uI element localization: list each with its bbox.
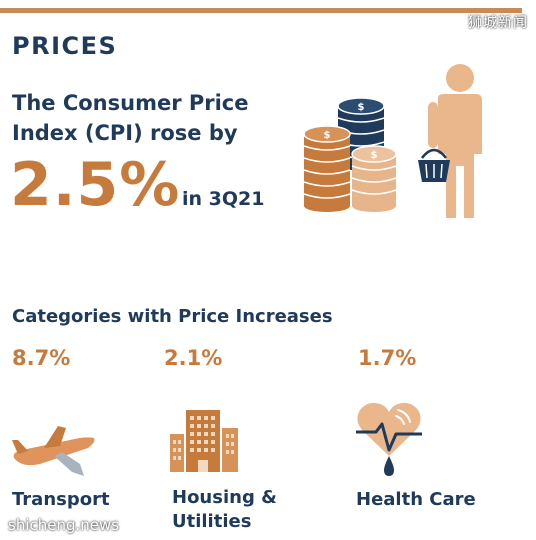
light-coin-stack: $ — [351, 145, 397, 212]
transport-pct: 8.7% — [12, 346, 71, 370]
housing-label-line-1: Housing & — [172, 487, 277, 508]
cpi-value: 2.5% — [10, 150, 181, 220]
headline: The Consumer Price Index (CPI) rose by — [12, 88, 272, 148]
housing-pct: 2.1% — [164, 346, 223, 370]
watermark-bottom: shicheng.news — [8, 516, 120, 534]
transport-label: Transport — [12, 488, 110, 512]
orange-coin-stack: $ — [303, 125, 351, 212]
airplane-icon — [12, 426, 95, 476]
housing-label-line-2: Utilities — [172, 511, 252, 532]
svg-text:$: $ — [371, 150, 378, 161]
svg-text:$: $ — [324, 130, 331, 141]
shopper-icon — [418, 64, 482, 218]
cpi-period: in 3Q21 — [182, 188, 265, 210]
basket-icon — [418, 148, 450, 182]
healthcare-pct: 1.7% — [358, 346, 417, 370]
headline-line-2: Index (CPI) rose by — [12, 121, 238, 145]
housing-label: Housing & Utilities — [172, 486, 277, 534]
transport-label-line-1: Transport — [12, 489, 110, 510]
building-icon — [170, 410, 238, 472]
healthcare-label-line-1: Health Care — [356, 489, 476, 510]
coin-stacks-icon: $ $ $ — [303, 97, 397, 212]
headline-line-1: The Consumer Price — [12, 91, 249, 115]
healthcare-label: Health Care — [356, 488, 476, 512]
top-divider — [0, 8, 522, 13]
section-title: PRICES — [12, 32, 118, 60]
watermark-top: 狮城新闻 — [468, 15, 528, 31]
categories-title: Categories with Price Increases — [12, 306, 333, 327]
svg-text:$: $ — [358, 102, 365, 113]
heart-pulse-icon — [356, 402, 422, 476]
